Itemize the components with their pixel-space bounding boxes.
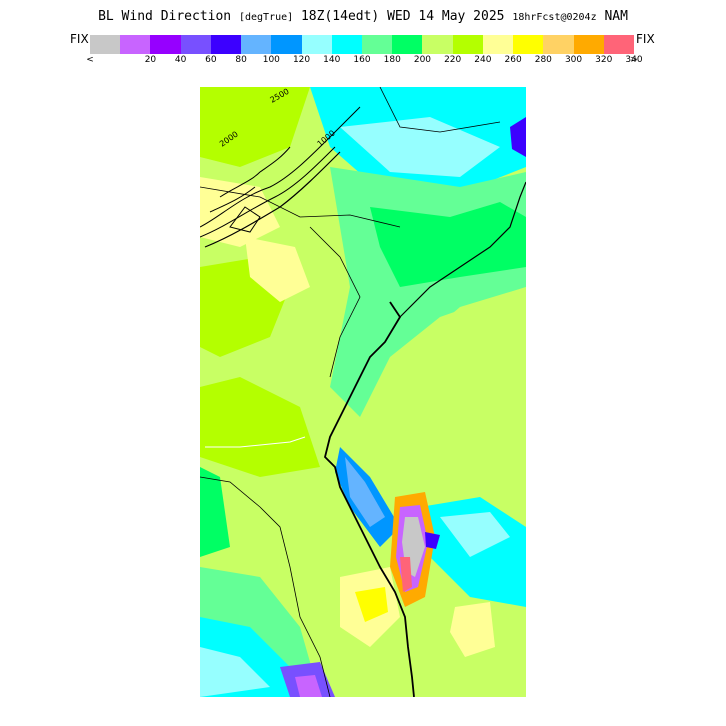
tick-label: 300 bbox=[564, 55, 583, 65]
tick-label: 180 bbox=[383, 55, 401, 65]
fix-label-right: FIX bbox=[636, 32, 655, 46]
tick-label-lt: < bbox=[86, 55, 94, 65]
tick-label: 260 bbox=[504, 55, 522, 65]
color-swatch bbox=[90, 35, 121, 54]
color-swatch bbox=[422, 35, 453, 54]
color-swatch bbox=[331, 35, 362, 54]
title-forecast: 18hrFcst@0204z bbox=[512, 12, 597, 23]
color-swatch bbox=[120, 35, 151, 54]
color-scale-ticks: <20 40 60 80 100 120 140 160 180 200 220 240 260 280 3… bbox=[86, 55, 642, 67]
title-units: [degTrue] bbox=[238, 12, 294, 23]
tick-label: 240 bbox=[474, 55, 492, 65]
tick-label: 60 bbox=[205, 55, 217, 65]
tick-label-gt: > bbox=[630, 55, 638, 65]
color-swatch bbox=[543, 35, 574, 54]
tick-label: 100 bbox=[262, 55, 280, 65]
tick-label: 320 bbox=[595, 55, 613, 65]
color-swatch bbox=[603, 35, 634, 54]
tick-label: 80 bbox=[235, 55, 247, 65]
tick-label: 340 bbox=[625, 55, 643, 65]
color-swatch bbox=[513, 35, 544, 54]
color-swatch bbox=[482, 35, 514, 54]
color-swatch bbox=[452, 35, 483, 54]
title-time: 18Z(14edt) WED 14 May 2025 bbox=[300, 9, 505, 24]
color-swatch bbox=[361, 35, 393, 54]
map-title: BL Wind Direction [degTrue] 18Z(14edt) W… bbox=[0, 9, 726, 24]
title-model: NAM bbox=[604, 9, 628, 24]
color-swatch bbox=[150, 35, 181, 54]
tick-label: 160 bbox=[353, 55, 371, 65]
color-swatch bbox=[241, 35, 272, 54]
color-swatch bbox=[301, 35, 332, 54]
color-swatch bbox=[271, 35, 302, 54]
color-swatch bbox=[210, 35, 242, 54]
color-swatch bbox=[392, 35, 423, 54]
tick-label: 140 bbox=[323, 55, 341, 65]
tick-label: 220 bbox=[444, 55, 462, 65]
tick-label: 40 bbox=[174, 55, 187, 65]
color-swatch bbox=[573, 35, 604, 54]
color-swatch bbox=[180, 35, 211, 54]
tick-label: 20 bbox=[144, 55, 157, 65]
tick-label: 120 bbox=[292, 55, 311, 65]
tick-label: 280 bbox=[534, 55, 552, 65]
tick-label: 200 bbox=[413, 55, 432, 65]
map-canvas: 2500 2000 1000 bbox=[200, 87, 526, 697]
fix-label-left: FIX bbox=[70, 32, 89, 46]
title-main: BL Wind Direction bbox=[98, 9, 232, 24]
wind-direction-map: 2500 2000 1000 bbox=[200, 87, 526, 697]
color-scale-bar bbox=[90, 35, 634, 54]
